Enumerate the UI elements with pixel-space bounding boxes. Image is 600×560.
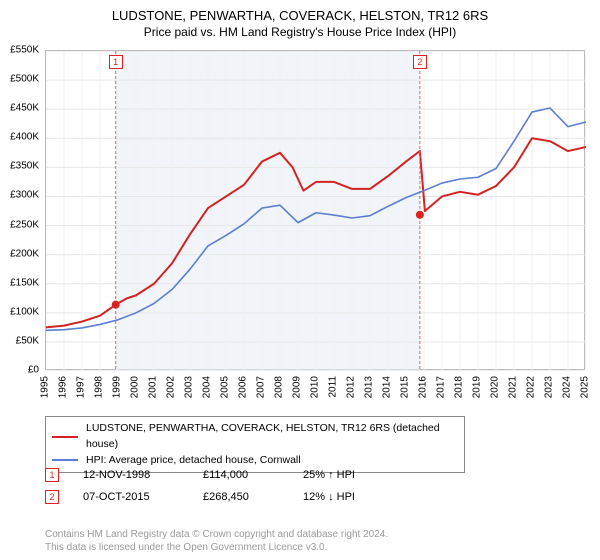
- x-tick-label: 2023: [544, 376, 555, 398]
- x-tick-label: 2010: [310, 376, 321, 398]
- sales-table: 1 12-NOV-1998 £114,000 25% ↑ HPI 2 07-OC…: [45, 464, 403, 508]
- x-tick-label: 2012: [346, 376, 357, 398]
- x-tick-label: 2019: [472, 376, 483, 398]
- x-tick-label: 2009: [292, 376, 303, 398]
- legend-label-property: LUDSTONE, PENWARTHA, COVERACK, HELSTON, …: [86, 421, 458, 453]
- y-axis-labels: £0£50K£100K£150K£200K£250K£300K£350K£400…: [0, 50, 43, 370]
- x-tick-label: 2006: [238, 376, 249, 398]
- x-tick-label: 1995: [40, 376, 51, 398]
- x-tick-label: 2022: [526, 376, 537, 398]
- title-main: LUDSTONE, PENWARTHA, COVERACK, HELSTON, …: [0, 8, 600, 25]
- y-tick-label: £450K: [10, 103, 39, 114]
- x-tick-label: 2007: [256, 376, 267, 398]
- x-tick-label: 2020: [490, 376, 501, 398]
- footer-line1: Contains HM Land Registry data © Crown c…: [45, 529, 388, 542]
- x-tick-label: 1998: [94, 376, 105, 398]
- x-tick-label: 2001: [148, 376, 159, 398]
- x-tick-label: 2008: [274, 376, 285, 398]
- footer-attribution: Contains HM Land Registry data © Crown c…: [45, 529, 388, 554]
- legend-swatch-property: [52, 436, 78, 438]
- footer-line2: This data is licensed under the Open Gov…: [45, 542, 388, 555]
- x-tick-label: 2013: [364, 376, 375, 398]
- y-tick-label: £400K: [10, 132, 39, 143]
- x-tick-label: 2015: [400, 376, 411, 398]
- x-tick-label: 2005: [220, 376, 231, 398]
- x-axis-labels: 1995199619971998199920002001200220032004…: [45, 372, 585, 412]
- chart-area: 12: [45, 50, 585, 370]
- y-tick-label: £350K: [10, 161, 39, 172]
- title-block: LUDSTONE, PENWARTHA, COVERACK, HELSTON, …: [0, 0, 600, 40]
- sale-price: £114,000: [203, 469, 303, 481]
- x-tick-label: 1999: [112, 376, 123, 398]
- sale-price: £268,450: [203, 491, 303, 503]
- y-tick-label: £50K: [16, 335, 39, 346]
- highlight-band: [116, 51, 420, 371]
- x-tick-label: 2018: [454, 376, 465, 398]
- sale-delta: 25% ↑ HPI: [303, 469, 403, 481]
- x-tick-label: 2014: [382, 376, 393, 398]
- sale-delta: 12% ↓ HPI: [303, 491, 403, 503]
- y-tick-label: £100K: [10, 306, 39, 317]
- x-tick-label: 2002: [166, 376, 177, 398]
- y-tick-label: £150K: [10, 277, 39, 288]
- x-tick-label: 2021: [508, 376, 519, 398]
- y-tick-label: £300K: [10, 190, 39, 201]
- x-tick-label: 1996: [58, 376, 69, 398]
- x-tick-label: 2017: [436, 376, 447, 398]
- x-tick-label: 2004: [202, 376, 213, 398]
- chart-svg: [46, 51, 586, 371]
- x-tick-label: 2024: [562, 376, 573, 398]
- chart-sale-marker-box: 2: [413, 55, 427, 69]
- chart-sale-marker-box: 1: [109, 55, 123, 69]
- sale-index-marker: 2: [45, 490, 59, 504]
- y-tick-label: £0: [28, 365, 39, 376]
- sale-row-2: 2 07-OCT-2015 £268,450 12% ↓ HPI: [45, 486, 403, 508]
- y-tick-label: £200K: [10, 248, 39, 259]
- sale-date: 07-OCT-2015: [83, 491, 203, 503]
- x-tick-label: 2025: [580, 376, 591, 398]
- sale-date: 12-NOV-1998: [83, 469, 203, 481]
- legend-swatch-hpi: [52, 459, 78, 461]
- title-sub: Price paid vs. HM Land Registry's House …: [0, 25, 600, 41]
- sale-index-marker: 1: [45, 468, 59, 482]
- y-tick-label: £500K: [10, 74, 39, 85]
- y-tick-label: £250K: [10, 219, 39, 230]
- x-tick-label: 2000: [130, 376, 141, 398]
- x-tick-label: 2011: [328, 376, 339, 398]
- sale-row-1: 1 12-NOV-1998 £114,000 25% ↑ HPI: [45, 464, 403, 486]
- legend-row-property: LUDSTONE, PENWARTHA, COVERACK, HELSTON, …: [52, 421, 458, 453]
- x-tick-label: 2003: [184, 376, 195, 398]
- x-tick-label: 1997: [76, 376, 87, 398]
- x-tick-label: 2016: [418, 376, 429, 398]
- figure-container: LUDSTONE, PENWARTHA, COVERACK, HELSTON, …: [0, 0, 600, 560]
- y-tick-label: £550K: [10, 45, 39, 56]
